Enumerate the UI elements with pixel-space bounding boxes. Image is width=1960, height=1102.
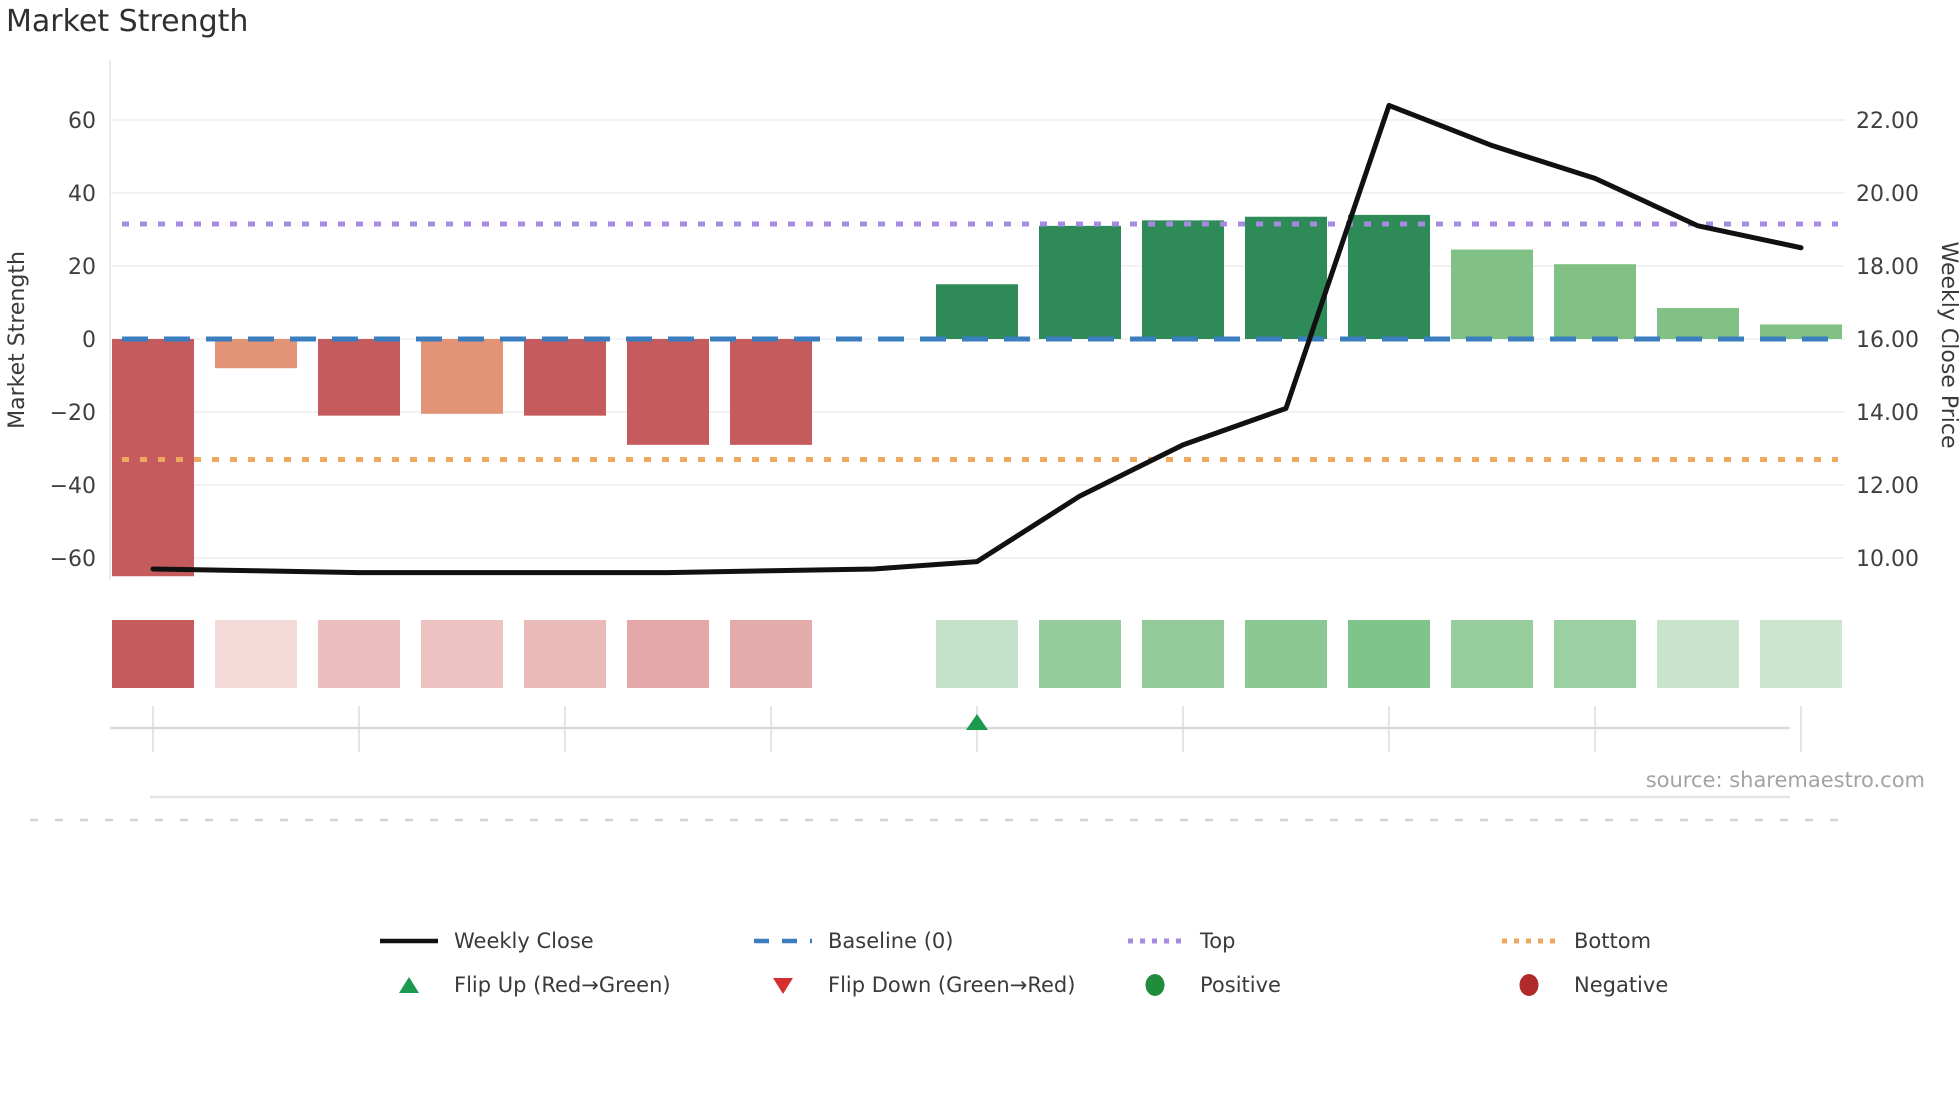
right-axis-tick-label: 12.00: [1856, 474, 1919, 499]
left-axis-tick-label: 60: [68, 109, 96, 134]
market-strength-bar: [1142, 220, 1224, 339]
market-strength-bar: [627, 339, 709, 445]
right-axis-tick-label: 16.00: [1856, 328, 1919, 353]
triangle-down-swatch-icon: [752, 972, 814, 998]
legend-item: Bottom: [1498, 922, 1748, 960]
left-axis-tick-label: −20: [50, 401, 96, 426]
page-title: Market Strength: [6, 4, 249, 39]
legend-item-label: Flip Up (Red→Green): [454, 973, 671, 997]
right-axis-tick-label: 18.00: [1856, 255, 1919, 280]
legend-item: Weekly Close: [378, 922, 752, 960]
market-strength-bar: [1039, 225, 1121, 339]
circle-swatch-icon: [1498, 972, 1560, 998]
legend-item-label: Bottom: [1574, 929, 1652, 953]
market-strength-bar: [215, 339, 297, 369]
heatmap-cell: [112, 620, 194, 688]
market-strength-bar: [1657, 307, 1739, 339]
weekly-close-line: [150, 102, 1804, 576]
left-axis-tick-label: −40: [50, 474, 96, 499]
legend-item: Negative: [1498, 966, 1748, 1004]
legend-item-label: Top: [1200, 929, 1236, 953]
dash-swatch-icon: [752, 928, 814, 954]
heatmap-cell: [730, 620, 812, 688]
flip-up-marker-icon: [966, 714, 988, 730]
legend-item-label: Negative: [1574, 973, 1669, 997]
market-strength-bar: [1348, 214, 1430, 339]
line-swatch-icon: [378, 928, 440, 954]
left-axis-tick-label: 40: [68, 182, 96, 207]
circle-swatch-icon: [1124, 972, 1186, 998]
heatmap-cell: [215, 620, 297, 688]
legend-item-label: Weekly Close: [454, 929, 594, 953]
heatmap-cell: [318, 620, 400, 688]
heatmap-cell: [1760, 620, 1842, 688]
market-strength-chart: 60 40 20 0 −20 −40 −60 22.00 20.00 18.00 16.00 14.0…: [5, 60, 1960, 822]
heatmap-cell: [1657, 620, 1739, 688]
market-strength-bar: [1245, 216, 1327, 339]
legend: Weekly Close Baseline (0) Top Bottom Flip Up…: [378, 922, 1748, 1004]
market-strength-bar: [1451, 249, 1533, 339]
left-axis-title: Market Strength: [5, 251, 30, 429]
market-strength-bar: [318, 339, 400, 416]
source-attribution: source: sharemaestro.com: [1645, 768, 1925, 792]
heatmap-cell: [421, 620, 503, 688]
market-strength-bar: [730, 339, 812, 445]
heatmap-cell: [1245, 620, 1327, 688]
legend-item-label: Baseline (0): [828, 929, 954, 953]
market-strength-bar: [1760, 324, 1842, 339]
legend-item: Top: [1124, 922, 1498, 960]
dot-swatch-icon: [1124, 928, 1186, 954]
legend-item: Flip Down (Green→Red): [752, 966, 1124, 1004]
market-strength-bar: [524, 339, 606, 416]
market-strength-bar: [936, 284, 1018, 339]
legend-item-label: Flip Down (Green→Red): [828, 973, 1076, 997]
right-axis-tick-label: 22.00: [1856, 109, 1919, 134]
left-axis-tick-label: 0: [82, 328, 96, 353]
legend-item: Positive: [1124, 966, 1498, 1004]
right-axis-title: Weekly Close Price: [1936, 242, 1960, 449]
heatmap-cell: [936, 620, 1018, 688]
heatmap-cell: [1142, 620, 1224, 688]
left-axis-tick-label: −60: [50, 547, 96, 572]
right-axis-tick-label: 10.00: [1856, 547, 1919, 572]
heatmap-cell: [1348, 620, 1430, 688]
legend-item-label: Positive: [1200, 973, 1281, 997]
dot-swatch-icon: [1498, 928, 1560, 954]
heatmap-cell: [627, 620, 709, 688]
triangle-up-swatch-icon: [378, 972, 440, 998]
heatmap-cell: [1039, 620, 1121, 688]
heatmap-cell: [1554, 620, 1636, 688]
right-axis-tick-label: 20.00: [1856, 182, 1919, 207]
right-axis-tick-label: 14.00: [1856, 401, 1919, 426]
market-strength-bar: [1554, 264, 1636, 339]
heatmap-cell: [524, 620, 606, 688]
legend-item: Baseline (0): [752, 922, 1124, 960]
heatmap-cell: [1451, 620, 1533, 688]
legend-item: Flip Up (Red→Green): [378, 966, 752, 1004]
market-strength-bar: [421, 339, 503, 414]
left-axis-tick-label: 20: [68, 255, 96, 280]
